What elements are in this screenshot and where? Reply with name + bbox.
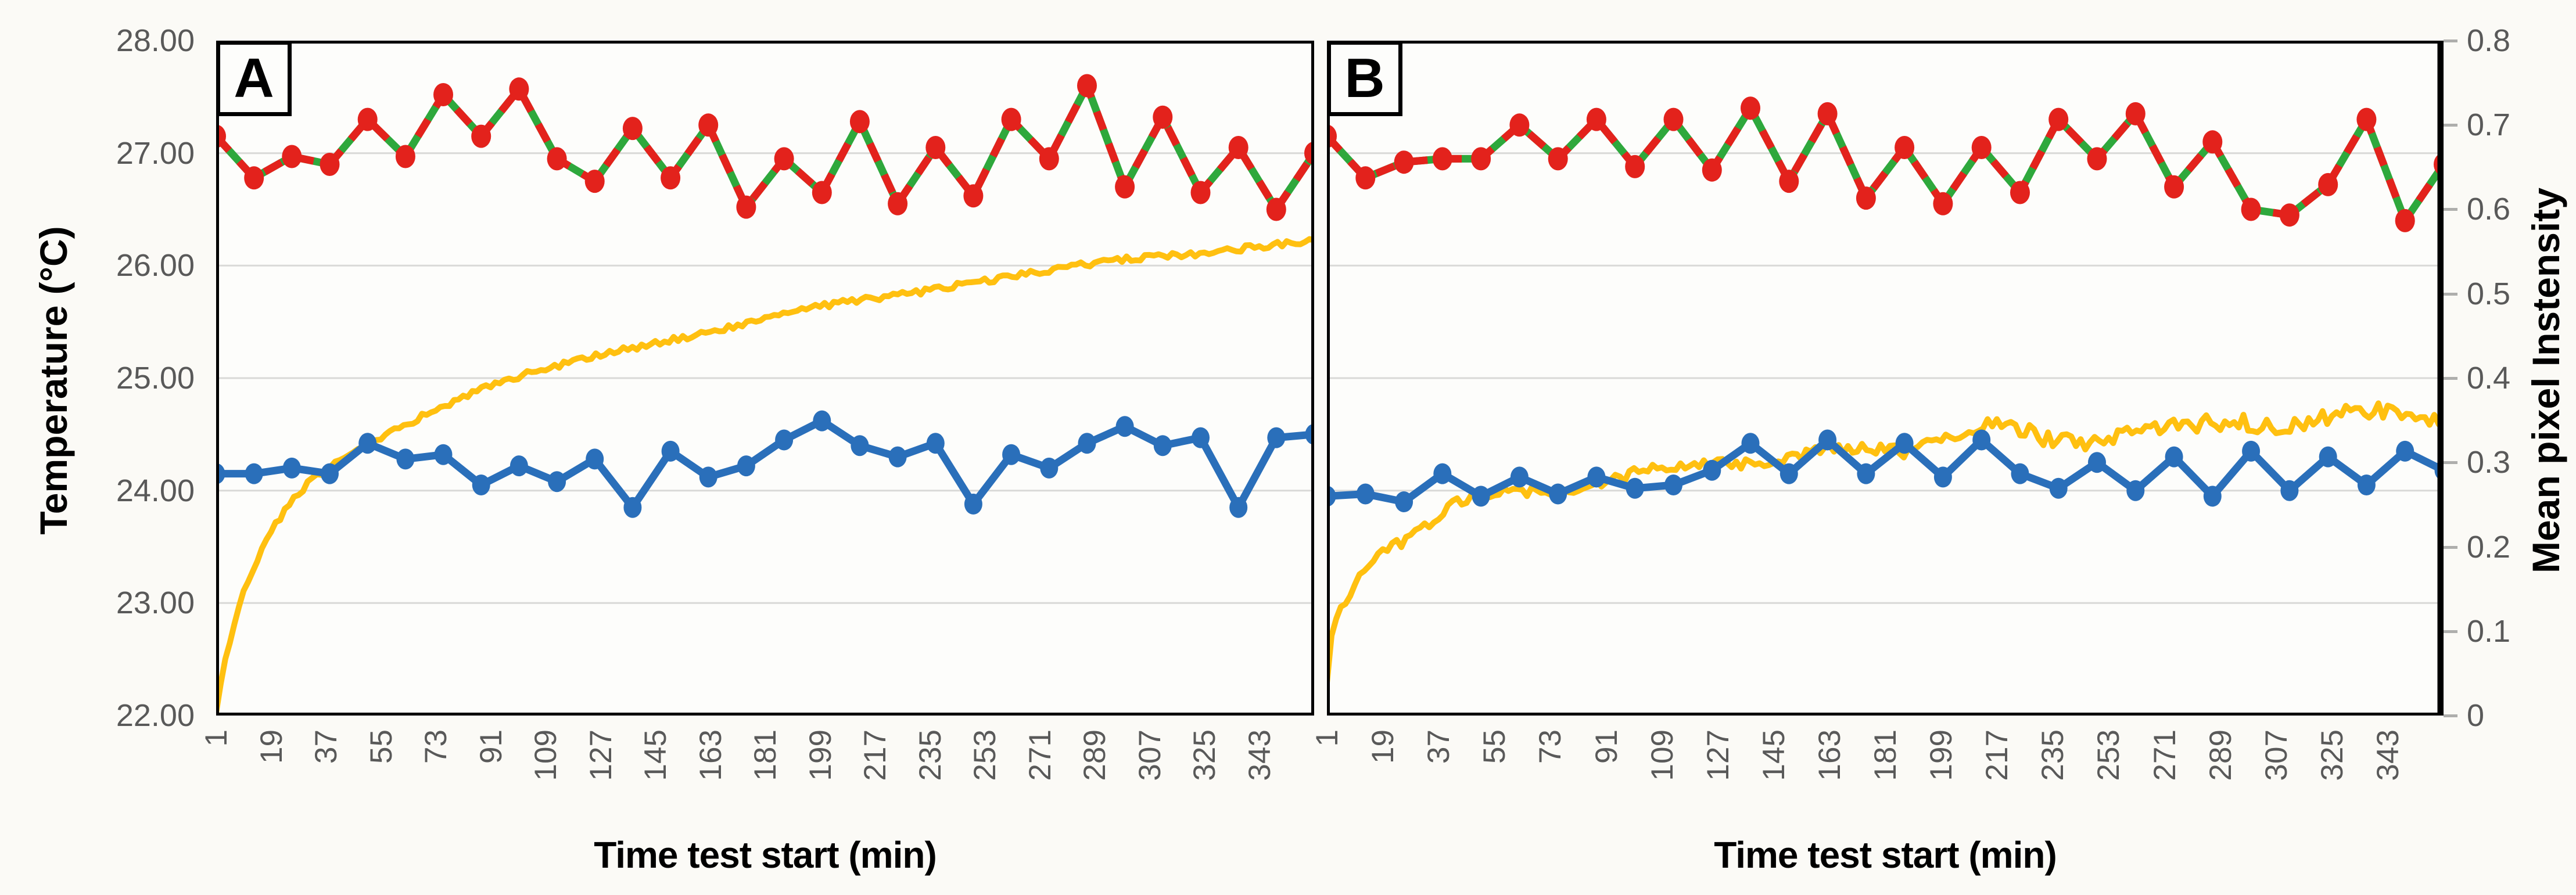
- panel-b-x-tick-label: 37: [1422, 729, 1456, 764]
- panel-a-x-tick-label: 73: [419, 729, 453, 764]
- panel-a-plot: [216, 41, 1314, 716]
- right-axis-tick-label: 0: [2467, 698, 2485, 733]
- left-axis-title: Temperature (°C): [32, 226, 75, 535]
- panel-a-x-tick-label: 235: [913, 729, 948, 781]
- panel-a-x-tick-label: 181: [748, 729, 783, 781]
- panel-a-x-tick-label: 163: [694, 729, 728, 781]
- panel-b-x-tick-label: 289: [2204, 729, 2238, 781]
- panel-a-x-tick-label: 271: [1023, 729, 1057, 781]
- panel-b-x-tick-label: 271: [2148, 729, 2182, 781]
- panel-b-label: B: [1344, 47, 1385, 109]
- panel-a-label: A: [234, 47, 274, 109]
- panel-b-x-tick-label: 307: [2259, 729, 2294, 781]
- right-axis-tick-label: 0.5: [2467, 276, 2511, 311]
- right-axis-tick-mark: [2444, 630, 2457, 633]
- right-axis-tick-mark: [2444, 293, 2457, 296]
- panel-b-x-tick-label: 253: [2091, 729, 2126, 781]
- left-axis-tick-label: 26.00: [116, 248, 195, 283]
- left-axis-tick-label: 24.00: [116, 473, 195, 508]
- right-axis-tick-mark: [2444, 208, 2457, 211]
- panel-b-x-tick-label: 199: [1924, 729, 1958, 781]
- panel-a-x-tick-label: 289: [1078, 729, 1112, 781]
- right-axis-tick-label: 0.3: [2467, 445, 2511, 480]
- panel-b-x-tick-label: 127: [1701, 729, 1735, 781]
- right-axis-tick-mark: [2444, 124, 2457, 127]
- panel-b-x-tick-label: 145: [1757, 729, 1791, 781]
- right-axis-tick-mark: [2444, 461, 2457, 464]
- right-axis-tick-mark: [2444, 39, 2457, 42]
- panel-a-x-tick-label: 253: [968, 729, 1002, 781]
- right-axis-tick-label: 0.2: [2467, 530, 2511, 565]
- panel-b-plot: [1327, 41, 2444, 716]
- right-axis-tick-label: 0.7: [2467, 107, 2511, 142]
- right-axis-tick-label: 0.8: [2467, 23, 2511, 58]
- panel-b-x-tick-label: 235: [2036, 729, 2070, 781]
- panel-b-x-tick-label: 163: [1813, 729, 1847, 781]
- panel-a-x-tick-label: 217: [858, 729, 892, 781]
- right-axis-tick-mark: [2444, 377, 2457, 380]
- panel-b-x-axis-title: Time test start (min): [1714, 834, 2057, 876]
- panel-a-x-tick-label: 199: [803, 729, 838, 781]
- panel-b-label-box: B: [1327, 41, 1402, 116]
- panel-b-x-tick-label: 109: [1645, 729, 1680, 781]
- panel-a-x-tick-label: 37: [309, 729, 343, 764]
- panel-a-x-axis-title: Time test start (min): [594, 834, 937, 876]
- right-axis-tick-mark: [2444, 714, 2457, 717]
- right-axis-tick-label: 0.4: [2467, 361, 2511, 396]
- panel-b-x-tick-label: 19: [1366, 729, 1400, 764]
- panel-a-x-tick-label: 55: [364, 729, 399, 764]
- left-axis-tick-label: 23.00: [116, 585, 195, 620]
- panel-b-x-tick-label: 73: [1533, 729, 1567, 764]
- panel-b-x-tick-label: 181: [1868, 729, 1903, 781]
- panel-a-x-tick-label: 1: [199, 729, 234, 747]
- left-axis-tick-label: 25.00: [116, 361, 195, 396]
- right-axis-title: Mean pixel Instensity: [2524, 188, 2567, 573]
- panel-b-x-tick-label: 325: [2315, 729, 2349, 781]
- panel-b-x-tick-label: 55: [1477, 729, 1512, 764]
- panel-b-x-tick-label: 217: [1980, 729, 2014, 781]
- panel-a-x-tick-label: 109: [529, 729, 563, 781]
- panel-a-x-tick-label: 19: [254, 729, 289, 764]
- left-axis-tick-label: 22.00: [116, 698, 195, 733]
- right-axis-tick-label: 0.1: [2467, 614, 2511, 649]
- left-axis-tick-label: 27.00: [116, 136, 195, 171]
- panel-a-x-tick-label: 325: [1187, 729, 1222, 781]
- panel-b-x-tick-label: 343: [2371, 729, 2405, 781]
- panel-a-label-box: A: [216, 41, 292, 116]
- right-axis-tick-label: 0.6: [2467, 192, 2511, 227]
- right-axis-tick-mark: [2444, 546, 2457, 549]
- panel-b-x-tick-label: 91: [1590, 729, 1624, 764]
- panel-a-x-tick-label: 91: [474, 729, 508, 764]
- panel-b-x-tick-label: 1: [1310, 729, 1344, 747]
- panel-a-x-tick-label: 127: [584, 729, 618, 781]
- panel-a-x-tick-label: 343: [1243, 729, 1277, 781]
- left-axis-tick-label: 28.00: [116, 23, 195, 58]
- panel-a-x-tick-label: 307: [1133, 729, 1167, 781]
- panel-a-x-tick-label: 145: [638, 729, 673, 781]
